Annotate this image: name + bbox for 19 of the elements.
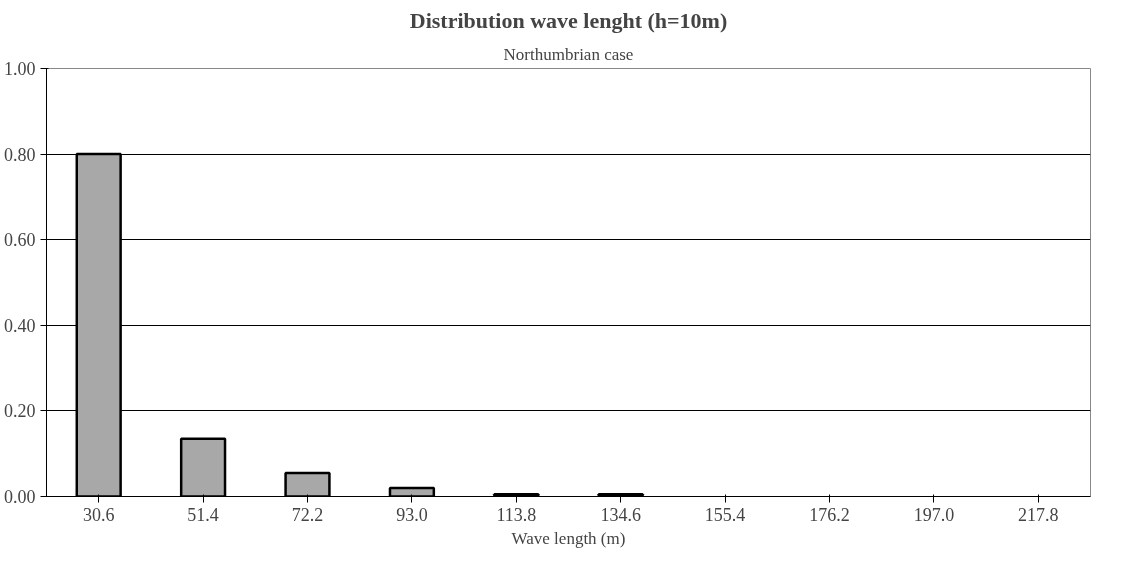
x-tick-label: 217.8 (1018, 504, 1059, 525)
y-tick-label: 1.00 (4, 59, 36, 79)
x-tick-label: 113.8 (496, 504, 537, 525)
y-tick-label: 0.20 (4, 401, 36, 422)
x-tick-label: 30.6 (82, 504, 115, 525)
x-tick-label: 197.0 (913, 504, 955, 525)
x-tick-label: 134.6 (600, 504, 641, 525)
y-tick-label: 0.80 (4, 144, 36, 165)
x-axis-title: Wave length (m) (511, 528, 626, 548)
x-tick-label: 93.0 (396, 504, 428, 525)
chart-subtitle: Northumbrian case (503, 44, 634, 64)
x-tick-label: 176.2 (809, 504, 850, 525)
y-tick-label: 0.60 (4, 230, 36, 251)
y-tick-label: 0.40 (4, 315, 36, 336)
x-tick-label: 72.2 (291, 504, 324, 525)
chart-title: Distribution wave lenght (h=10m) (409, 7, 728, 33)
x-tick-label: 155.4 (704, 504, 746, 525)
y-tick-label: 0.00 (4, 487, 36, 507)
x-tick-label: 51.4 (187, 504, 219, 525)
